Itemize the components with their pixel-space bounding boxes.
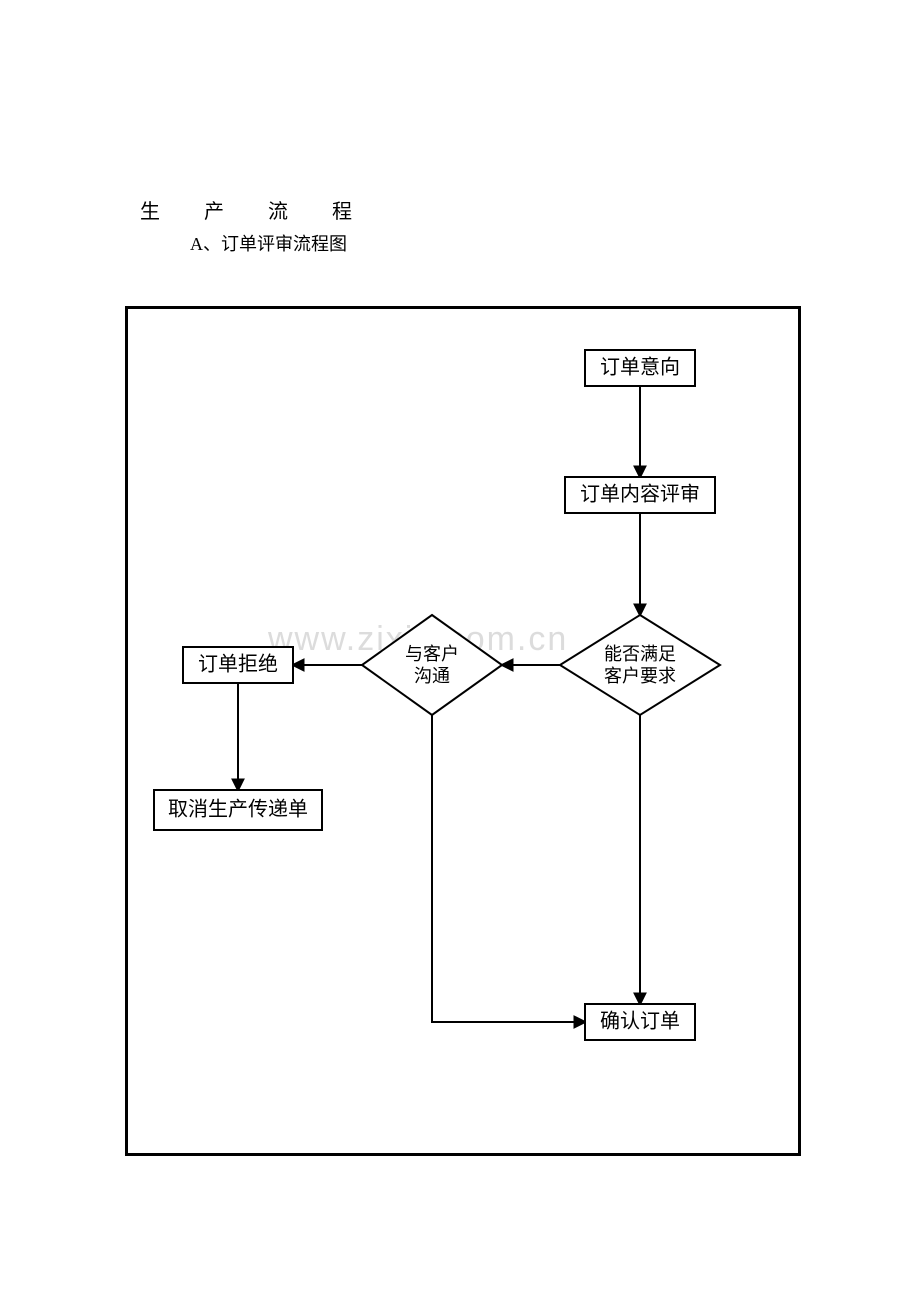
node-n1: 订单意向 — [585, 350, 695, 386]
edge-n4-n7 — [432, 715, 585, 1022]
svg-text:客户要求: 客户要求 — [604, 666, 676, 686]
svg-text:订单意向: 订单意向 — [600, 356, 680, 379]
node-n5: 订单拒绝 — [183, 647, 293, 683]
node-n3: 能否满足客户要求 — [560, 615, 720, 715]
flowchart-svg: 订单意向订单内容评审能否满足客户要求与客户沟通订单拒绝取消生产传递单确认订单 — [0, 0, 920, 1302]
svg-text:确认订单: 确认订单 — [600, 1010, 680, 1033]
node-n7: 确认订单 — [585, 1004, 695, 1040]
svg-text:与客户: 与客户 — [405, 644, 459, 664]
svg-text:取消生产传递单: 取消生产传递单 — [168, 798, 308, 821]
svg-text:沟通: 沟通 — [414, 666, 450, 686]
svg-text:订单内容评审: 订单内容评审 — [580, 483, 700, 506]
node-n4: 与客户沟通 — [362, 615, 502, 715]
svg-text:订单拒绝: 订单拒绝 — [198, 653, 278, 676]
node-n6: 取消生产传递单 — [154, 790, 322, 830]
node-n2: 订单内容评审 — [565, 477, 715, 513]
svg-text:能否满足: 能否满足 — [604, 644, 676, 664]
